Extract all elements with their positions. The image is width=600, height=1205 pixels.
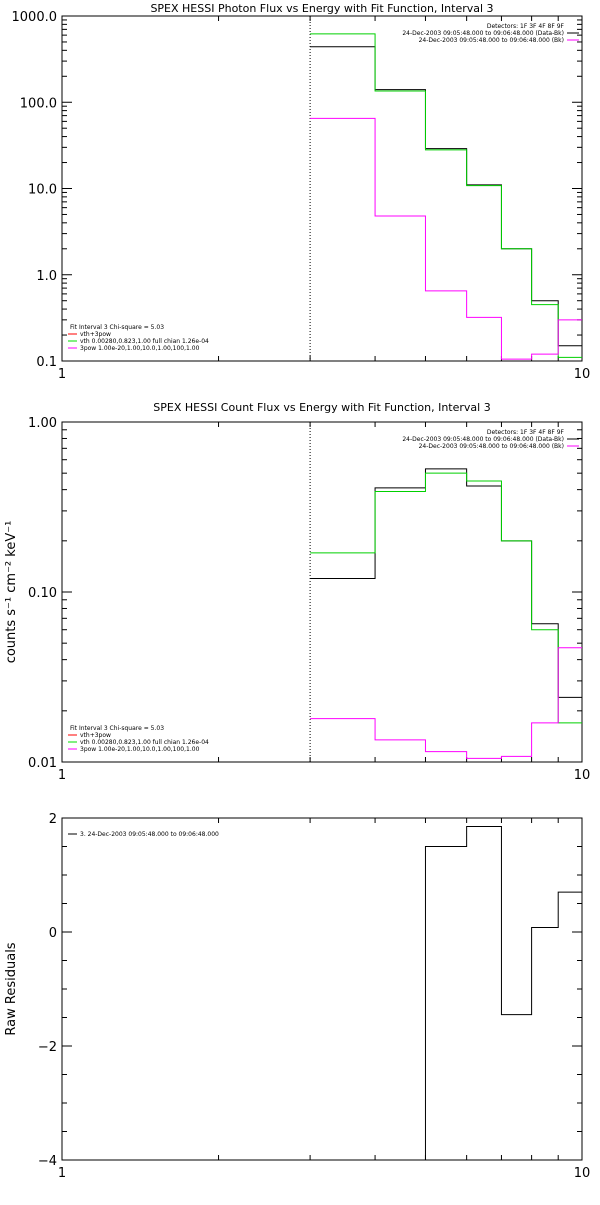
legend-left-entry: 3pow 1.00e-20,1.00,10.0,1.00,100,1.00	[80, 345, 200, 352]
y-tick-label: 100.0	[20, 96, 57, 111]
chart-title: SPEX HESSI Count Flux vs Energy with Fit…	[153, 401, 490, 414]
legend-left-entry: 3. 24-Dec-2003 09:05:48.000 to 09:06:48.…	[80, 831, 219, 838]
legend-left-entry: Fit Interval 3 Chi-square = 5.03	[70, 324, 164, 331]
histogram-series-1	[424, 826, 583, 1160]
legend-left-entry: vth 0.00280,0.823,1.00 full chian 1.26e-…	[80, 338, 209, 345]
y-axis-label: Raw Residuals	[4, 942, 19, 1035]
x-tick-label: 10	[574, 768, 591, 783]
legend-right-entry: 24-Dec-2003 09:05:48.000 to 09:06:48.000…	[402, 30, 564, 37]
y-tick-label: 10.0	[28, 183, 57, 198]
x-tick-label: 1	[58, 1166, 66, 1181]
y-tick-label: 0.1	[36, 355, 57, 370]
histogram-series-1	[310, 46, 582, 347]
histogram-series-3	[310, 117, 582, 360]
x-tick-label: 1	[58, 768, 66, 783]
y-tick-label: 1.0	[36, 269, 57, 284]
histogram-series-3	[310, 647, 582, 759]
legend-left-entry: 3pow 1.00e-20,1.00,10.0,1.00,100,1.00	[80, 746, 200, 753]
histogram-series-1	[310, 468, 582, 698]
y-tick-label: 1000.0	[12, 10, 58, 25]
legend-left-entry: vth+3pow	[80, 732, 111, 739]
chart-panel-3: 1 10 −4 −2 0 2 Raw Residuals 3. 24-Dec-2003 09:…	[4, 812, 590, 1181]
legend-right-entry: Detectors: 1F 3F 4F 8F 9F	[487, 23, 565, 30]
chart-title: SPEX HESSI Photon Flux vs Energy with Fi…	[150, 2, 493, 15]
y-tick-label: 2	[49, 812, 57, 827]
y-tick-label: 0.10	[28, 586, 57, 601]
y-tick-label: −2	[38, 1040, 57, 1055]
chart-panel-2: SPEX HESSI Count Flux vs Energy with Fit…	[4, 401, 590, 783]
legend-right-entry: Detectors: 1F 3F 4F 8F 9F	[487, 429, 565, 436]
y-tick-label: 0	[49, 926, 57, 941]
y-tick-label: 1.00	[28, 416, 57, 431]
y-axis-label: counts s⁻¹ cm⁻² keV⁻¹	[4, 521, 19, 664]
legend-right-entry: 24-Dec-2003 09:05:48.000 to 09:06:48.000…	[419, 443, 564, 450]
legend-right-entry: 24-Dec-2003 09:05:48.000 to 09:06:48.000…	[402, 436, 564, 443]
histogram-series-2	[310, 33, 582, 358]
x-tick-label: 10	[574, 1166, 591, 1181]
x-tick-label: 1	[58, 367, 66, 382]
legend-left-entry: vth+3pow	[80, 331, 111, 338]
legend-left-entry: Fit Interval 3 Chi-square = 5.03	[70, 725, 164, 732]
x-tick-label: 10	[574, 367, 591, 382]
histogram-series-2	[310, 472, 582, 724]
y-tick-label: 0.01	[28, 756, 57, 771]
legend-right-entry: 24-Dec-2003 09:05:48.000 to 09:06:48.000…	[419, 37, 564, 44]
legend-left-entry: vth 0.00280,0.823,1.00 full chian 1.26e-…	[80, 739, 209, 746]
y-tick-label: −4	[38, 1154, 57, 1169]
chart-panel-1: SPEX HESSI Photon Flux vs Energy with Fi…	[12, 2, 591, 382]
